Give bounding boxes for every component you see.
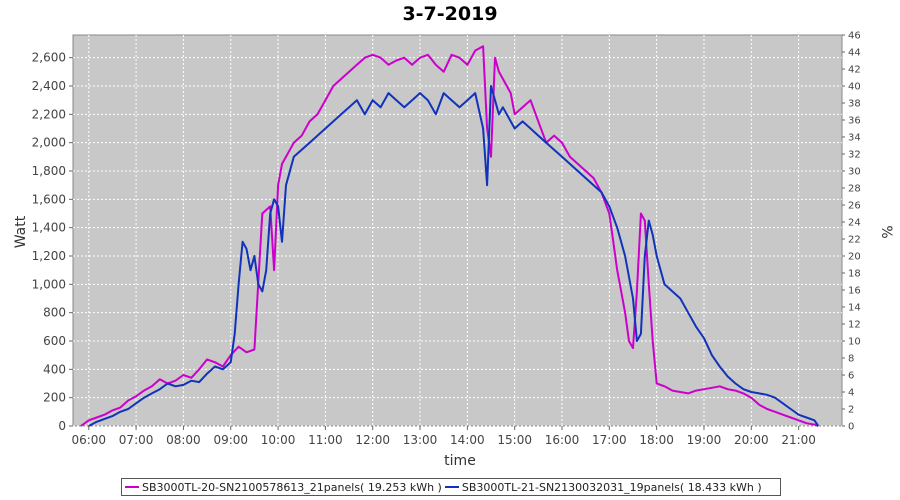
chart-title: 3-7-2019: [402, 3, 497, 25]
y-right-tick-label: 22: [848, 235, 861, 246]
y-tick-label: 2,000: [32, 136, 66, 150]
y-right-tick-label: 42: [848, 65, 861, 76]
y-right-tick-label: 4: [848, 388, 854, 399]
y-right-tick-label: 20: [848, 252, 861, 263]
y-right-tick-label: 12: [848, 320, 861, 331]
y-tick-label: 600: [43, 334, 66, 348]
legend-swatch-series-1: [125, 486, 139, 488]
y-tick-label: 2,200: [32, 107, 66, 121]
y-right-tick-label: 46: [848, 31, 861, 42]
x-tick-label: 07:00: [119, 433, 154, 447]
legend-item-series-2: SB3000TL-21-SN2130032031_19panels( 18.43…: [444, 480, 762, 494]
y-right-tick-label: 38: [848, 99, 861, 110]
x-tick-label: 15:00: [497, 433, 532, 447]
x-tick-label: 20:00: [734, 433, 769, 447]
y-tick-label: 200: [43, 391, 66, 405]
y-tick-label: 400: [43, 362, 66, 376]
y-tick-label: 1,200: [32, 249, 66, 263]
plot-area: [72, 34, 843, 427]
y-tick-label: 1,800: [32, 164, 66, 178]
series-line-2: [88, 85, 820, 427]
x-tick-label: 11:00: [308, 433, 343, 447]
y-tick-label: 0: [58, 419, 66, 433]
legend: SB3000TL-20-SN2100578613_21panels( 19.25…: [121, 478, 781, 496]
y-right-tick-label: 34: [848, 133, 861, 144]
x-tick-label: 17:00: [592, 433, 627, 447]
y-right-tick-label: 24: [848, 218, 861, 229]
y-axis-left: 0 200 400 600 800 1,000 1,200 1,400 1,600 1,800 2,…: [32, 51, 73, 433]
y-right-tick-label: 0: [848, 422, 854, 433]
y-right-tick-label: 40: [848, 82, 861, 93]
series-layer: [80, 45, 820, 427]
x-tick-label: 09:00: [213, 433, 248, 447]
x-tick-label: 16:00: [545, 433, 580, 447]
y-right-tick-label: 10: [848, 337, 861, 348]
y-right-tick-label: 36: [848, 116, 861, 127]
y-right-tick-label: 18: [848, 269, 861, 280]
x-axis: 06:00 07:00 08:00 09:00 10:00 11:00 12:00 13:00…: [71, 426, 816, 447]
series-line-1: [80, 45, 819, 427]
x-tick-label: 08:00: [166, 433, 201, 447]
x-tick-label: 14:00: [450, 433, 485, 447]
x-tick-label: 19:00: [687, 433, 722, 447]
y-right-tick-label: 14: [848, 303, 861, 314]
y-tick-label: 2,600: [32, 51, 66, 65]
y-right-tick-label: 28: [848, 184, 861, 195]
y-right-tick-label: 6: [848, 371, 854, 382]
y-axis-right: 0246810121416182022242628303234363840424…: [842, 31, 861, 433]
y-tick-label: 800: [43, 306, 66, 320]
y-right-tick-label: 26: [848, 201, 861, 212]
y-right-tick-label: 16: [848, 286, 861, 297]
y-right-tick-label: 32: [848, 150, 861, 161]
x-tick-label: 18:00: [639, 433, 674, 447]
y-right-tick-label: 8: [848, 354, 854, 365]
y-tick-label: 1,400: [32, 221, 66, 235]
legend-label-series-1: SB3000TL-20-SN2100578613_21panels( 19.25…: [142, 480, 442, 494]
y-tick-label: 1,600: [32, 192, 66, 206]
legend-swatch-series-2: [444, 486, 459, 488]
y-tick-label: 1,000: [32, 277, 66, 291]
y-right-tick-label: 44: [848, 48, 861, 59]
legend-label-series-2: SB3000TL-21-SN2130032031_19panels( 18.43…: [461, 480, 762, 494]
x-tick-label: 06:00: [71, 433, 106, 447]
y-axis-title: Watt: [13, 215, 29, 248]
x-axis-title: time: [444, 453, 476, 469]
y-axis-right-title: %: [878, 225, 894, 238]
x-tick-label: 13:00: [403, 433, 438, 447]
legend-item-series-1: SB3000TL-20-SN2100578613_21panels( 19.25…: [125, 481, 442, 494]
y-right-tick-label: 30: [848, 167, 861, 178]
x-tick-label: 21:00: [781, 433, 816, 447]
x-tick-label: 12:00: [355, 433, 390, 447]
y-tick-label: 2,400: [32, 79, 66, 93]
x-tick-label: 10:00: [261, 433, 296, 447]
y-right-tick-label: 2: [848, 405, 854, 416]
